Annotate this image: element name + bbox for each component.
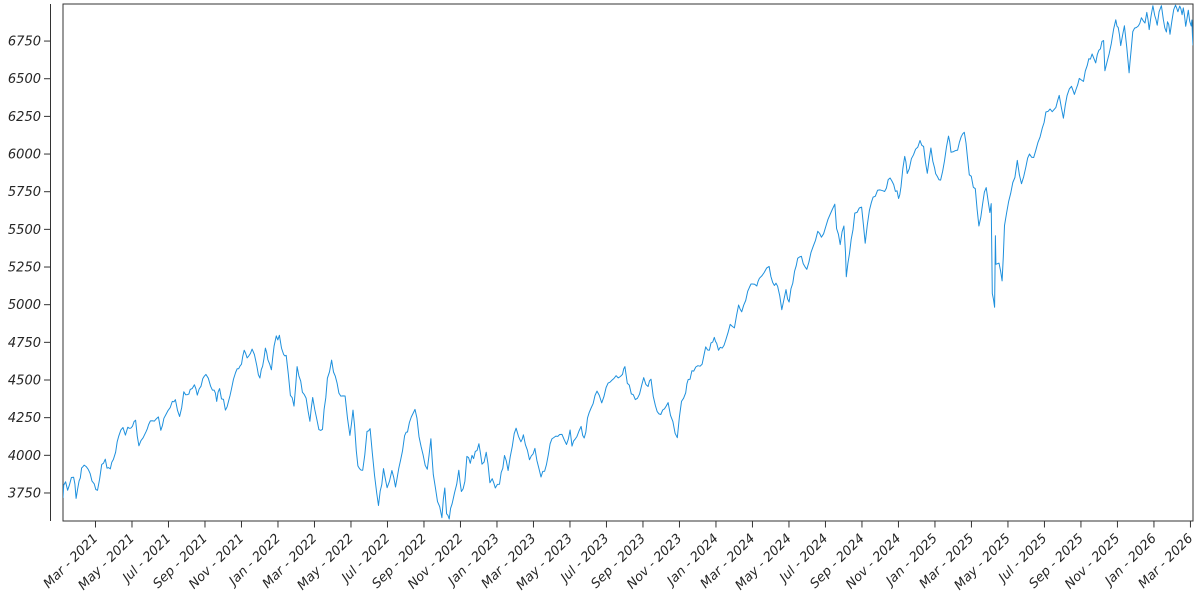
price-series-line [63, 4, 1193, 520]
y-axis-tick-label: 4750 [8, 336, 41, 351]
y-axis-tick-label: 5250 [8, 261, 41, 276]
y-axis: 3750 4000 4250 4500 4750 5000 5250 5500 5750 6000… [8, 35, 51, 501]
y-axis-tick-label: 6500 [8, 72, 41, 87]
series-group [63, 4, 1193, 520]
y-axis-tick-label: 4000 [8, 449, 41, 464]
y-axis-tick-label: 6000 [8, 148, 41, 163]
y-axis-tick-label: 4250 [8, 411, 41, 426]
y-axis-tick-label: 3750 [8, 486, 41, 501]
plot-border [62, 3, 1194, 522]
y-axis-tick-label: 6250 [8, 110, 41, 125]
y-axis-tick-label: 5500 [8, 223, 41, 238]
y-axis-tick-label: 5000 [8, 298, 41, 313]
y-axis-tick-label: 6750 [8, 35, 41, 50]
y-axis-tick-label: 5750 [8, 185, 41, 200]
y-axis-tick-label: 4500 [8, 374, 41, 389]
plot-frame [50, 3, 1194, 522]
